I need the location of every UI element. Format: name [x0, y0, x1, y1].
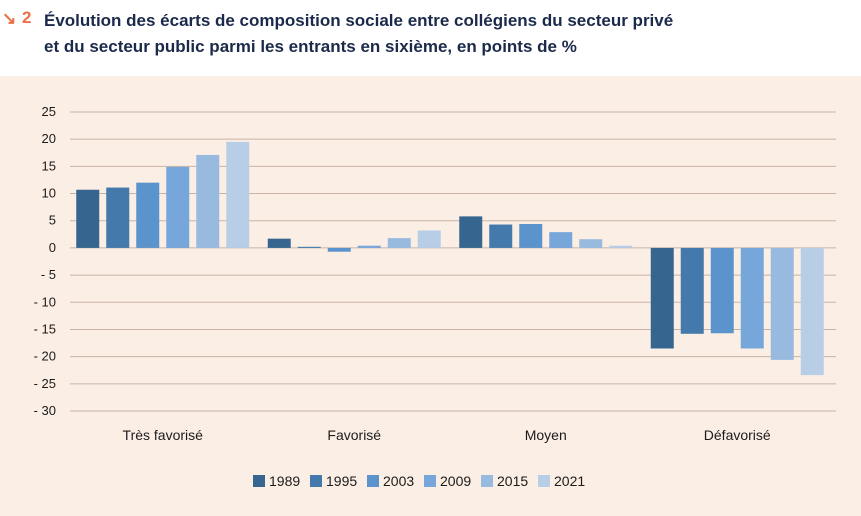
legend-swatch — [481, 475, 493, 487]
legend-swatch — [424, 475, 436, 487]
legend-label: 1995 — [326, 473, 357, 489]
legend-label: 2003 — [383, 473, 414, 489]
bar-2021-2 — [609, 245, 633, 248]
bar-1989-0 — [76, 189, 100, 248]
y-tick-label: 10 — [42, 186, 56, 201]
bar-2015-3 — [770, 247, 794, 360]
bar-2009-3 — [740, 247, 764, 349]
x-tick-label: Défavorisé — [704, 427, 771, 443]
bar-1995-1 — [297, 246, 321, 248]
bar-1989-2 — [459, 216, 483, 248]
bar-1995-0 — [106, 187, 130, 248]
bar-1989-3 — [650, 247, 674, 349]
y-tick-label: 20 — [42, 131, 56, 146]
bar-2015-0 — [196, 154, 220, 248]
figure-number: 2 — [22, 8, 32, 27]
bar-2021-0 — [226, 141, 250, 248]
y-tick-label: - 10 — [34, 294, 56, 309]
x-tick-label: Moyen — [525, 427, 567, 443]
y-tick-label: - 20 — [34, 349, 56, 364]
bar-2015-1 — [387, 238, 411, 248]
x-tick-label: Favorisé — [327, 427, 381, 443]
bar-2003-0 — [136, 182, 160, 248]
legend-swatch — [367, 475, 379, 487]
bar-1995-3 — [680, 247, 704, 334]
bar-1995-2 — [489, 224, 513, 248]
bar-1989-1 — [267, 238, 291, 248]
x-tick-label: Très favorisé — [123, 427, 204, 443]
chart-title-line-1: Évolution des écarts de composition soci… — [44, 11, 674, 30]
chart-title: Évolution des écarts de composition soci… — [44, 8, 844, 60]
legend-swatch — [310, 475, 322, 487]
bar-2003-3 — [710, 247, 734, 334]
figure-header: ↘ 2 Évolution des écarts de composition … — [0, 0, 861, 76]
y-tick-label: - 15 — [34, 321, 56, 336]
arrow-down-right-icon: ↘ — [2, 9, 17, 28]
y-tick-label: - 5 — [41, 267, 56, 282]
legend-label: 2015 — [497, 473, 528, 489]
bar-2003-1 — [327, 247, 351, 252]
y-tick-label: - 25 — [34, 376, 56, 391]
legend-label: 1989 — [269, 473, 300, 489]
bar-2009-2 — [549, 232, 573, 248]
legend-swatch — [538, 475, 550, 487]
bar-2009-0 — [166, 166, 190, 248]
y-tick-label: 25 — [42, 104, 56, 119]
y-tick-label: 0 — [49, 240, 56, 255]
bar-2009-1 — [357, 245, 381, 248]
bar-2021-1 — [417, 230, 441, 248]
bar-2015-2 — [579, 239, 603, 248]
bar-2021-3 — [800, 247, 824, 376]
bar-2003-2 — [519, 223, 543, 248]
legend-label: 2009 — [440, 473, 471, 489]
y-tick-label: 5 — [49, 213, 56, 228]
legend-swatch — [253, 475, 265, 487]
chart-title-line-2: et du secteur public parmi les entrants … — [44, 37, 577, 56]
chart-panel: 25 20 15 10 5 0- 5- 10- 15- 20- 25- 30 Très fa… — [0, 76, 861, 516]
y-tick-label: - 30 — [34, 403, 56, 418]
legend-label: 2021 — [554, 473, 585, 489]
y-tick-label: 15 — [42, 158, 56, 173]
